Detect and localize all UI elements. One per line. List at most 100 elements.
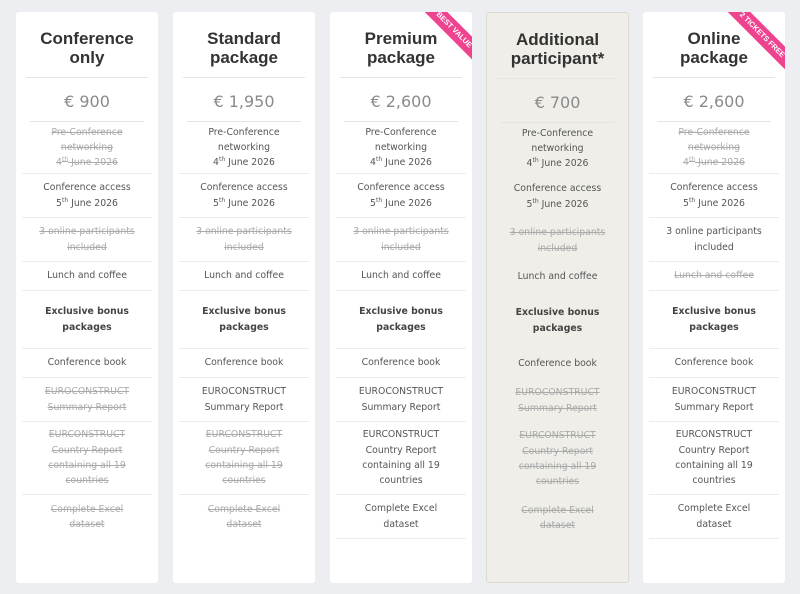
- feature-text: Conference access: [513, 183, 602, 195]
- feature-text: networking: [374, 141, 428, 153]
- feature-text: Country Report: [522, 445, 593, 457]
- feature-row: Pre-Conference networking 4th June 2026: [22, 122, 152, 174]
- feature-text: Complete Excel: [50, 503, 124, 515]
- feature-text: 3 online participants: [509, 227, 606, 239]
- feature-row: Conference book: [493, 350, 622, 379]
- feature-text: EUROCONSTRUCT: [358, 386, 444, 398]
- feature-row: EURCONSTRUCT Country Report containing all…: [179, 422, 309, 495]
- date-rest: June 2026: [68, 157, 118, 169]
- package-price: € 2,600: [344, 78, 458, 122]
- package-title: Additional participant*: [497, 30, 618, 79]
- feature-date: 5th June 2026: [649, 196, 779, 211]
- feature-date: 4th June 2026: [179, 155, 309, 170]
- feature-text: Summary Report: [674, 401, 754, 413]
- feature-text: 3 online participants: [39, 226, 135, 238]
- package-title-line: Standard: [207, 29, 281, 48]
- feature-text: packages: [376, 321, 426, 333]
- date-rest: June 2026: [695, 197, 745, 209]
- feature-row: Complete Excel dataset: [493, 496, 622, 540]
- feature-text: packages: [62, 321, 112, 333]
- feature-text: Pre-Conference: [208, 126, 280, 138]
- package-title: Standard package: [183, 29, 305, 78]
- date-rest: June 2026: [225, 157, 275, 169]
- feature-row: Complete Excel dataset: [336, 495, 466, 539]
- pricing-card[interactable]: Online package € 2,600 Pre-Conference networ…: [643, 12, 785, 583]
- feature-text: packages: [532, 322, 583, 334]
- date-day: 4: [56, 157, 62, 169]
- feature-text: Pre-Conference: [521, 127, 594, 139]
- feature-row: EURCONSTRUCT Country Report containing all…: [336, 422, 466, 495]
- feature-text: Conference access: [43, 182, 131, 194]
- feature-text: Exclusive bonus: [359, 306, 443, 318]
- feature-row: EURCONSTRUCT Country Report containing all…: [22, 422, 152, 495]
- feature-row: Conference access 5th June 2026: [649, 174, 779, 218]
- feature-date: 5th June 2026: [493, 197, 622, 212]
- feature-text: countries: [222, 475, 266, 487]
- feature-date: 4th June 2026: [649, 155, 779, 170]
- feature-text: EUROCONSTRUCT: [44, 386, 130, 398]
- feature-text: Complete Excel: [207, 503, 281, 515]
- date-suffix: th: [61, 196, 69, 204]
- package-title-line: Premium: [364, 29, 438, 48]
- feature-row: Pre-Conference networking 4th June 2026: [493, 123, 622, 175]
- feature-row: Lunch and coffee: [336, 262, 466, 291]
- feature-text: countries: [692, 475, 736, 487]
- feature-text: Pre-Conference: [365, 126, 437, 138]
- feature-text: 3 online participants: [196, 226, 292, 238]
- feature-row: Complete Excel dataset: [179, 495, 309, 539]
- feature-text: Complete Excel: [364, 503, 438, 515]
- feature-row: Lunch and coffee: [493, 263, 622, 292]
- date-suffix: th: [532, 157, 539, 165]
- feature-text: containing all 19: [518, 461, 597, 472]
- date-suffix: th: [688, 156, 696, 164]
- pricing-card[interactable]: Conference only € 900 Pre-Conference network…: [16, 12, 158, 583]
- pricing-card[interactable]: Premium package € 2,600 Pre-Conference netwo…: [330, 12, 472, 583]
- bonus-heading: Exclusive bonus packages: [649, 291, 779, 349]
- feature-row: EUROCONSTRUCT Summary Report: [22, 378, 152, 422]
- feature-row: Pre-Conference networking 4th June 2026: [336, 122, 466, 174]
- feature-row: 3 online participants included: [22, 218, 152, 262]
- package-price: € 1,950: [187, 78, 301, 122]
- package-price: € 900: [30, 78, 144, 122]
- pricing-card[interactable]: Additional participant* € 700 Pre-Conferenc…: [486, 12, 629, 583]
- feature-date: 4th June 2026: [336, 155, 466, 170]
- feature-text: Conference book: [361, 357, 441, 369]
- feature-text: EUROCONSTRUCT: [515, 387, 600, 399]
- feature-row: 3 online participants included: [336, 218, 466, 262]
- feature-text: included: [537, 242, 578, 254]
- feature-text: EURCONSTRUCT: [519, 430, 596, 442]
- package-price: € 700: [501, 79, 614, 123]
- pricing-card[interactable]: Standard package € 1,950 Pre-Conference netw…: [173, 12, 315, 583]
- feature-text: Lunch and coffee: [47, 270, 127, 282]
- feature-row: EUROCONSTRUCT Summary Report: [493, 379, 622, 423]
- date-suffix: th: [688, 196, 696, 204]
- date-suffix: th: [218, 196, 226, 204]
- feature-row: Conference access 5th June 2026: [22, 174, 152, 218]
- feature-row: Complete Excel dataset: [22, 495, 152, 539]
- feature-text: EURCONSTRUCT: [362, 429, 440, 441]
- date-suffix: th: [375, 196, 383, 204]
- date-rest: June 2026: [382, 157, 432, 169]
- feature-text: 3 online participants: [353, 226, 449, 238]
- package-title-line: Additional: [515, 30, 600, 49]
- date-day: 4: [526, 158, 533, 170]
- feature-text: networking: [687, 141, 741, 153]
- date-day: 4: [683, 157, 689, 169]
- package-title: Premium package: [340, 29, 462, 78]
- feature-row: Conference book: [649, 349, 779, 378]
- feature-text: Exclusive bonus: [672, 306, 756, 318]
- feature-text: countries: [379, 475, 423, 487]
- feature-text: Lunch and coffee: [204, 270, 284, 282]
- package-title-line: package: [209, 48, 279, 67]
- feature-row: Pre-Conference networking 4th June 2026: [179, 122, 309, 174]
- date-suffix: th: [61, 156, 69, 164]
- date-day: 5: [213, 197, 219, 209]
- feature-text: packages: [219, 321, 269, 333]
- feature-text: Complete Excel: [677, 503, 751, 515]
- feature-row: Conference book: [179, 349, 309, 378]
- package-title: Online package: [653, 29, 775, 78]
- feature-text: containing all 19: [675, 460, 753, 471]
- feature-row: 3 online participants included: [649, 218, 779, 262]
- feature-text: Pre-Conference: [51, 126, 123, 138]
- feature-row: Pre-Conference networking 4th June 2026: [649, 122, 779, 174]
